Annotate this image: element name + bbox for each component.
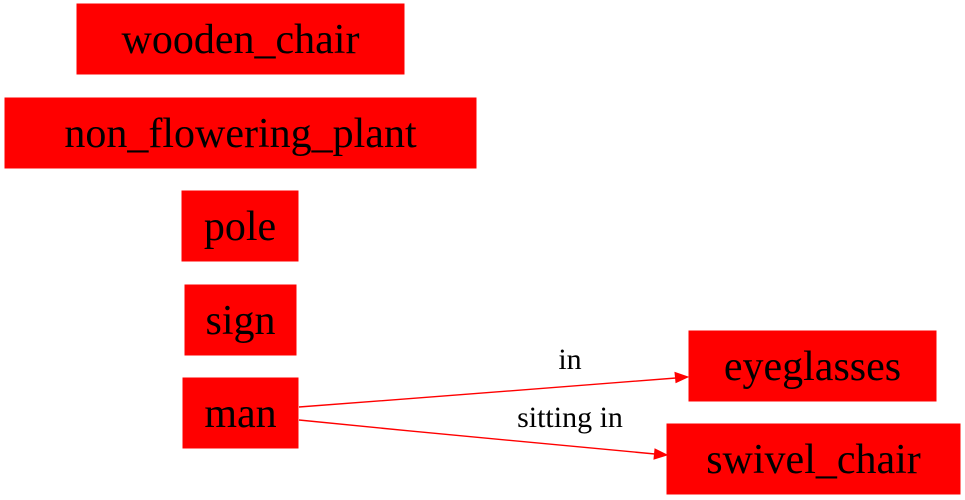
node-box [182, 377, 299, 449]
node-label: non_flowering_plant [64, 111, 417, 157]
edge-man-eyeglasses: in [298, 343, 690, 408]
node-sign: sign [184, 284, 297, 356]
node-label: swivel_chair [706, 437, 921, 483]
node-box [4, 97, 477, 169]
node-box [184, 284, 297, 356]
node-label: pole [204, 204, 276, 250]
node-swivel-chair: swivel_chair [666, 423, 961, 495]
arrowhead-icon [674, 371, 690, 384]
edge-man-swivel-chair: sitting in [298, 401, 669, 460]
node-pole: pole [181, 190, 299, 262]
node-box [181, 190, 299, 262]
arrowhead-icon [653, 448, 669, 460]
node-label: wooden_chair [122, 17, 360, 63]
node-wooden-chair: wooden_chair [76, 3, 405, 75]
edge-line [298, 377, 677, 408]
edge-line [298, 419, 656, 455]
node-man: man [182, 377, 299, 449]
node-non-flowering-plant: non_flowering_plant [4, 97, 477, 169]
node-eyeglasses: eyeglasses [688, 330, 937, 402]
node-label: sign [205, 298, 275, 344]
node-box [76, 3, 405, 75]
node-box [666, 423, 961, 495]
node-label: eyeglasses [724, 344, 901, 390]
node-box [688, 330, 937, 402]
edge-label-sitting-in: sitting in [517, 401, 623, 434]
node-label: man [204, 391, 276, 437]
edge-label-in: in [558, 343, 581, 376]
